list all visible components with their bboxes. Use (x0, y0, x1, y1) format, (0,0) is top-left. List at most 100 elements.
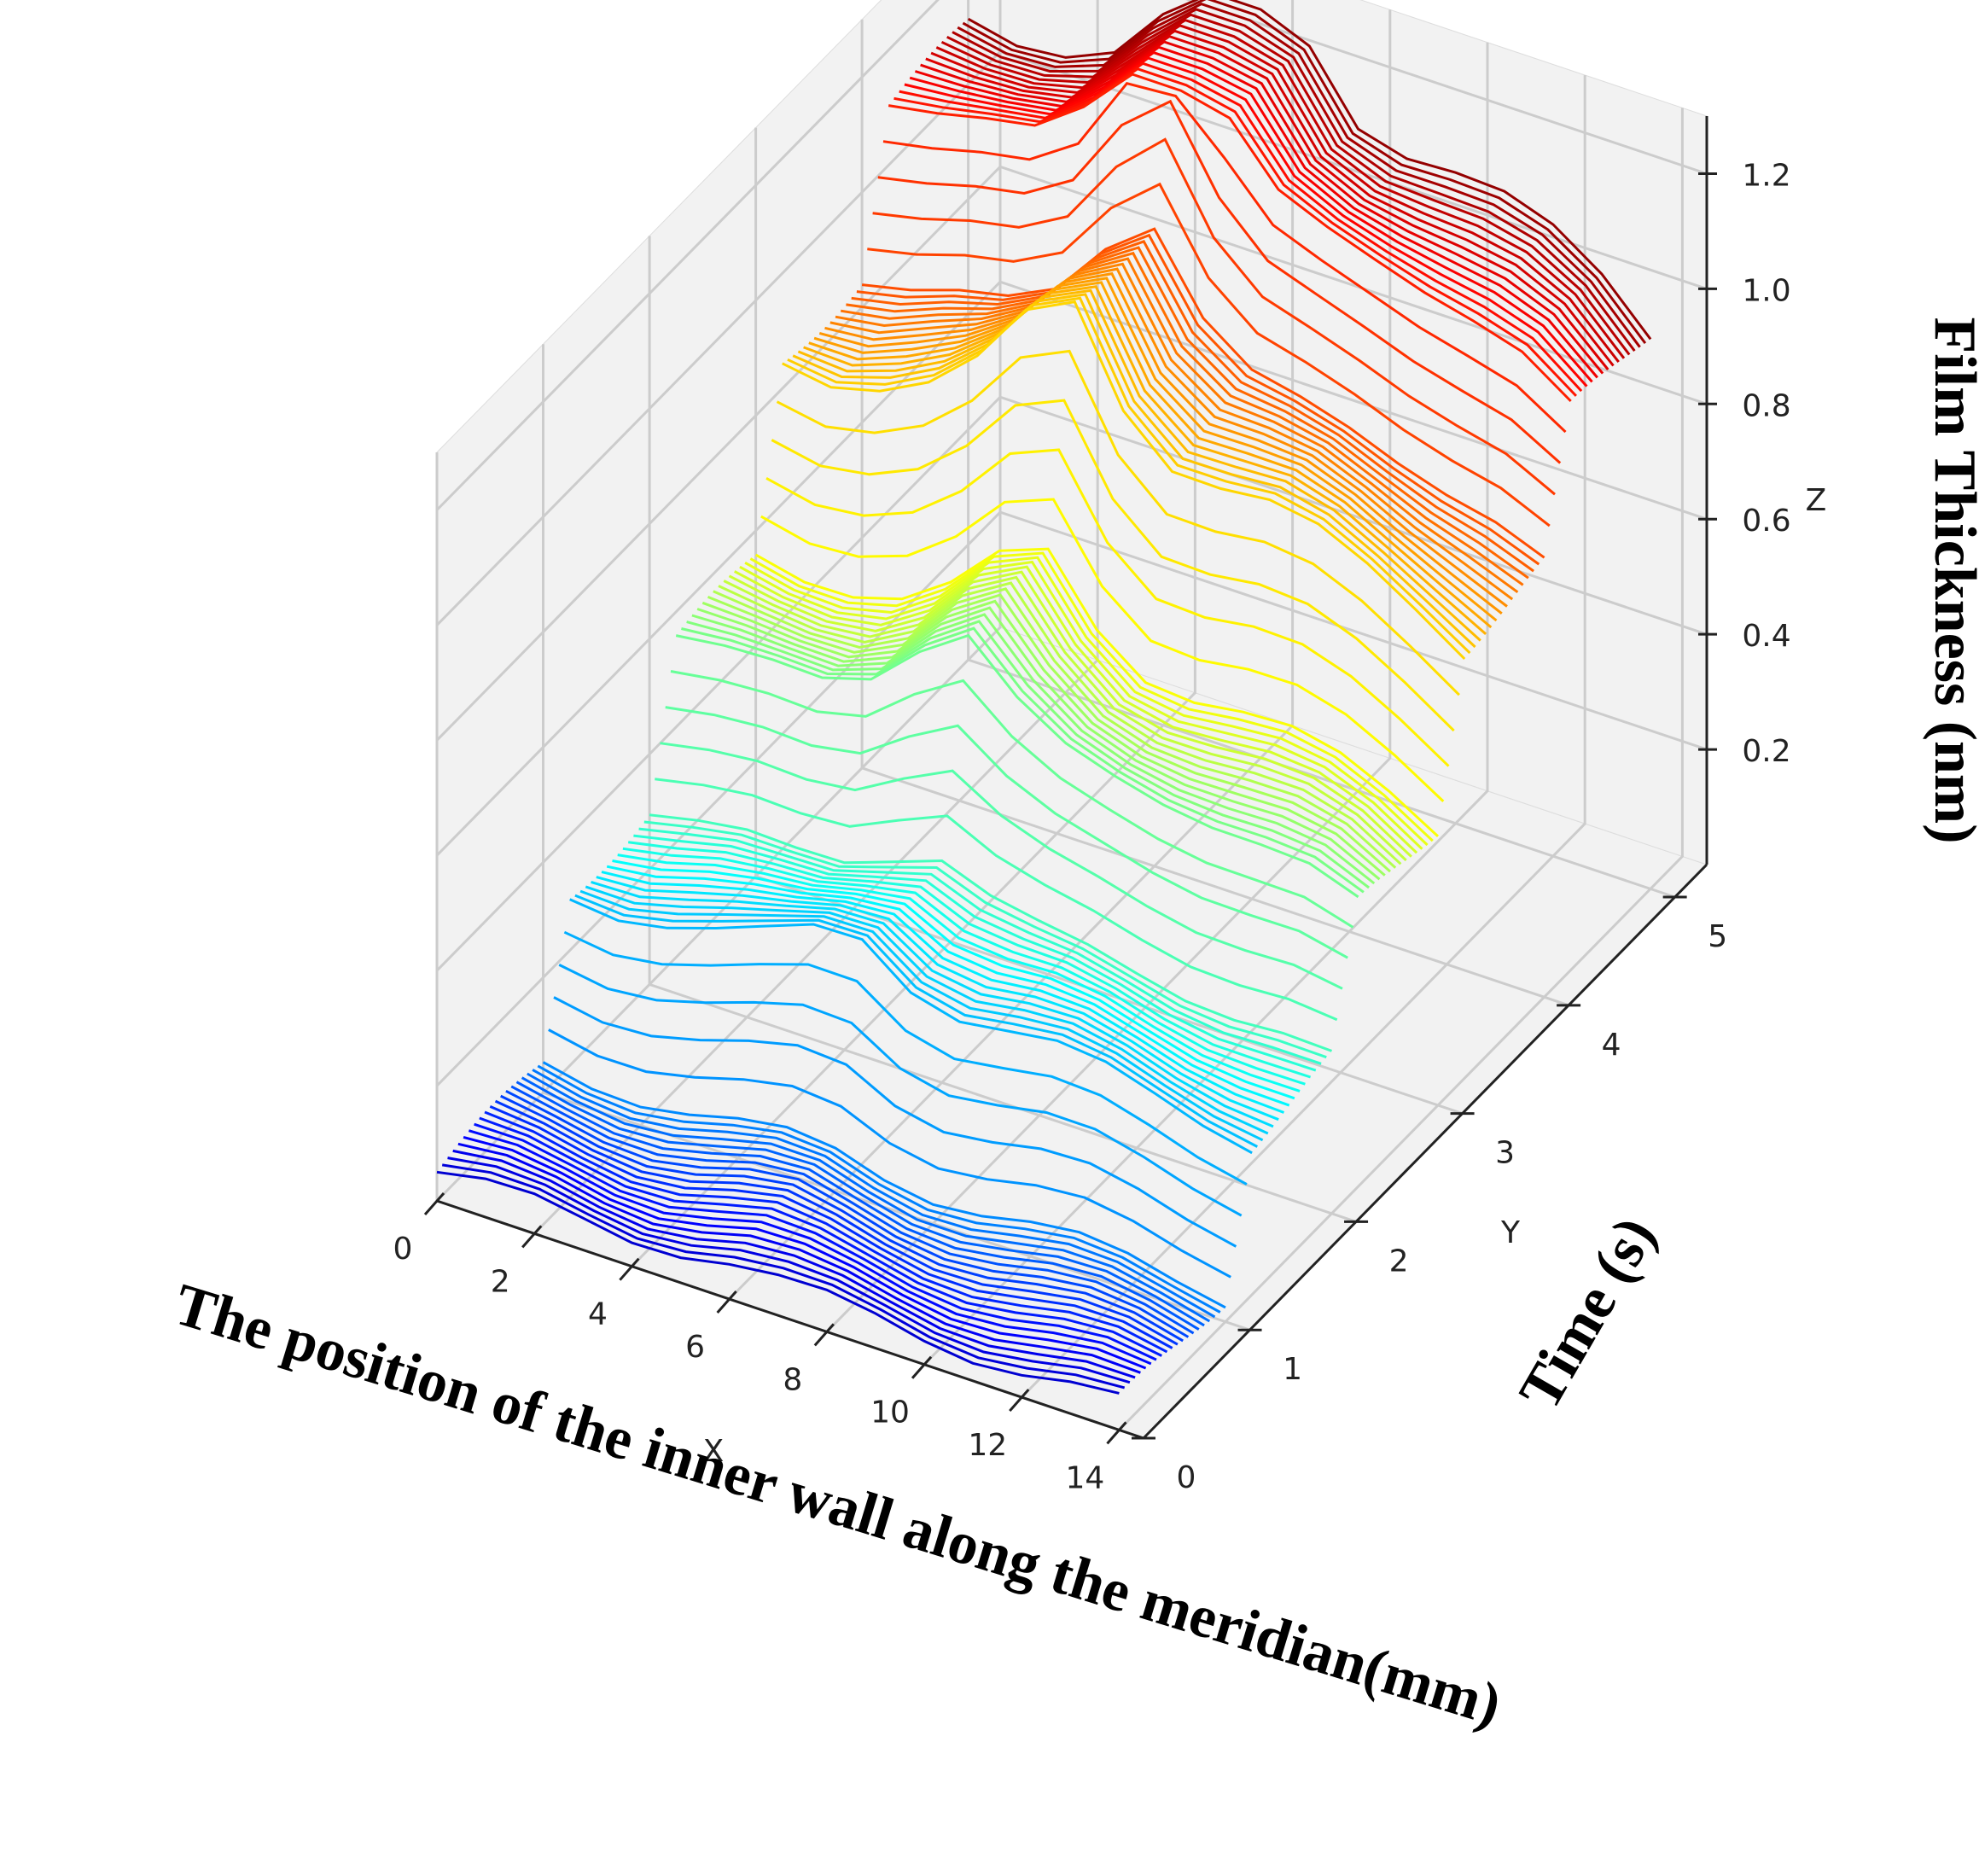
series-line (765, 448, 1450, 767)
x-axis-name: X (703, 1434, 725, 1469)
series-line (813, 277, 1498, 622)
grid-x-line (1021, 75, 1586, 1399)
series-line (585, 885, 1269, 1135)
series-line (436, 1170, 1120, 1395)
grid-x-line (825, 9, 1392, 1333)
z-axis-name: Z (1806, 483, 1827, 518)
series-line (851, 240, 1534, 573)
x-tick-label: 4 (588, 1297, 608, 1332)
series-line (835, 257, 1519, 594)
series-line (946, 13, 1631, 356)
series-line (713, 587, 1397, 869)
series-line (515, 1081, 1200, 1331)
x-tick (423, 1192, 445, 1215)
series-line (723, 575, 1407, 862)
y-axis-line (1142, 863, 1708, 1440)
series-line (649, 813, 1333, 1052)
series-line (840, 251, 1524, 586)
series-line (617, 854, 1301, 1092)
y-tick-label: 3 (1495, 1136, 1515, 1171)
x-tick-label: 12 (968, 1428, 1007, 1463)
series-line (591, 880, 1274, 1128)
series-line (463, 1135, 1147, 1370)
series-line (877, 99, 1562, 464)
y-tick-label: 0 (1177, 1460, 1196, 1495)
axis-lines (423, 116, 1717, 1445)
series-line (867, 182, 1551, 527)
series-line (967, 0, 1652, 341)
series-line (670, 670, 1354, 929)
series-line (660, 742, 1343, 990)
series-line (542, 1061, 1226, 1309)
grid-x-line (1118, 108, 1684, 1431)
series-line (935, 24, 1620, 364)
grid-z-line (435, 165, 1708, 742)
x-axis-label: The position of the inner wall along the… (167, 1272, 1509, 1739)
series-line (787, 296, 1471, 655)
x-tick (716, 1290, 737, 1314)
series-line (824, 267, 1508, 608)
x-tick-label: 10 (870, 1395, 910, 1430)
grid-y-line (860, 19, 1569, 1007)
grid-x-line (435, 0, 1002, 1203)
x-tick-label: 6 (685, 1330, 705, 1365)
series-line (914, 45, 1598, 379)
series-line (479, 1116, 1162, 1357)
z-tick-label: 0.8 (1742, 388, 1790, 423)
series-line (532, 1069, 1216, 1319)
series-line (468, 1129, 1152, 1366)
x-axis-line (436, 1199, 1144, 1440)
series-line (749, 551, 1434, 842)
series-line (579, 889, 1264, 1142)
series-line (861, 227, 1545, 559)
series-line (782, 300, 1466, 661)
series-line (681, 626, 1365, 894)
series-line (574, 894, 1258, 1148)
x-tick (1106, 1421, 1127, 1445)
z-tick-label: 1.0 (1742, 273, 1790, 308)
series-line (548, 1028, 1231, 1279)
series-line (596, 876, 1279, 1122)
x-tick (619, 1257, 640, 1281)
series-line (754, 547, 1440, 838)
series-line (920, 40, 1604, 375)
y-axis-name: Y (1500, 1215, 1521, 1250)
series-line (904, 56, 1588, 387)
series-line (792, 293, 1476, 649)
x-tick-label: 14 (1066, 1460, 1105, 1495)
series-line (452, 1149, 1136, 1379)
series-line (952, 8, 1636, 352)
series-line (797, 288, 1481, 642)
series-line (622, 847, 1306, 1086)
series-line (510, 1085, 1195, 1335)
series-line (803, 285, 1487, 636)
x-tick-label: 2 (491, 1264, 510, 1299)
series-line (527, 1072, 1211, 1323)
series-line (733, 565, 1418, 854)
series-line (856, 233, 1540, 566)
series-line (558, 964, 1243, 1217)
series-line (957, 2, 1641, 348)
series-line (882, 82, 1567, 434)
series-line (728, 570, 1412, 858)
series-line (962, 0, 1647, 344)
z-axis-label: Film Thickness (nm) (1922, 317, 1979, 843)
series-line (563, 930, 1248, 1186)
series-line (718, 581, 1402, 865)
grid-x-line (631, 0, 1196, 1267)
series-line (776, 349, 1460, 696)
series-line (655, 778, 1338, 1022)
x-tick (911, 1355, 933, 1379)
series-line (628, 841, 1312, 1079)
grid-z-line (435, 0, 1708, 511)
series-line (638, 827, 1322, 1065)
z-tick-label: 0.2 (1742, 734, 1790, 769)
series-line (521, 1076, 1205, 1327)
series-line (930, 29, 1615, 367)
series-line (484, 1110, 1168, 1354)
z-tick-label: 0.4 (1742, 619, 1790, 654)
y-tick-label: 2 (1389, 1244, 1409, 1279)
series-line (846, 246, 1529, 580)
series-line (707, 593, 1391, 873)
